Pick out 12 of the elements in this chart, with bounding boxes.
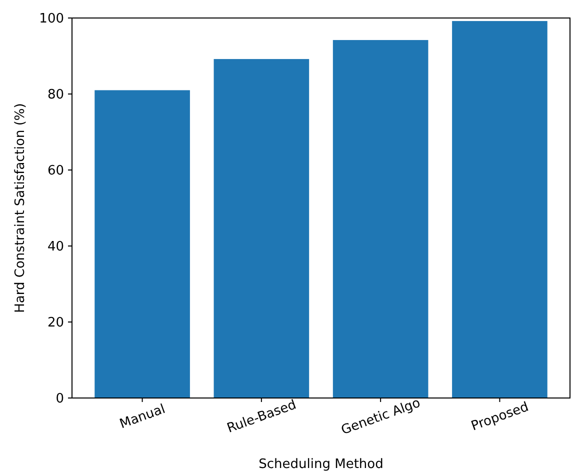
- bar: [94, 90, 190, 398]
- bar: [452, 21, 548, 398]
- bar: [214, 59, 310, 398]
- y-tick-label: 0: [56, 392, 64, 407]
- bar: [332, 40, 428, 398]
- y-tick-label: 80: [47, 88, 64, 103]
- y-tick-label: 40: [47, 240, 64, 255]
- x-axis-title: Scheduling Method: [258, 457, 384, 472]
- y-axis-title: Hard Constraint Satisfaction (%): [13, 103, 28, 313]
- y-tick-label: 20: [47, 316, 64, 331]
- y-tick-label: 100: [39, 12, 64, 27]
- y-tick-label: 60: [47, 164, 64, 179]
